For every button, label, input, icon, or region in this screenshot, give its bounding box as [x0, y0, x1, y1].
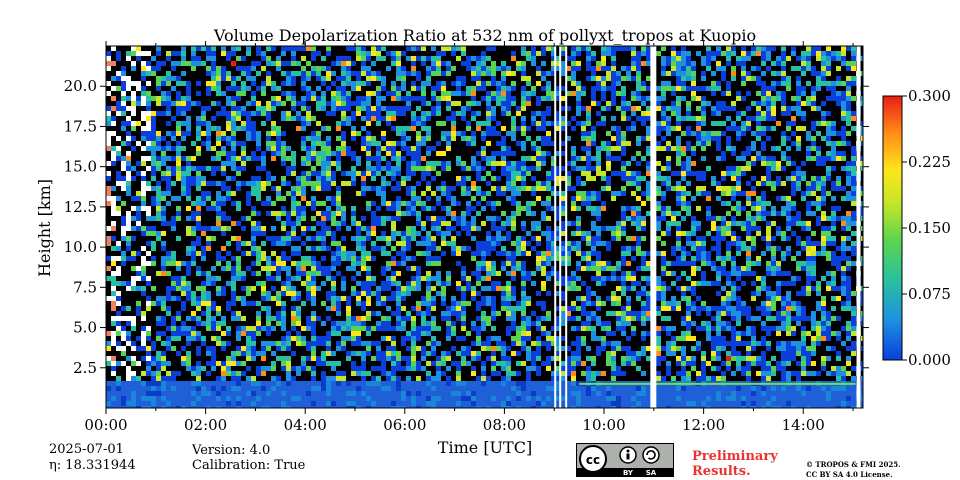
data-gap	[565, 46, 568, 408]
colorbar-tick-label: 0.075	[908, 285, 951, 303]
cc-license-badge: cc BY SA	[576, 443, 674, 477]
colorbar-tick-label: 0.150	[908, 219, 951, 237]
x-tick-label: 14:00	[782, 416, 825, 434]
x-tick-label: 10:00	[582, 416, 625, 434]
y-tick-label: 20.0	[64, 77, 97, 95]
x-axis: 00:00 02:00 04:00 06:00 08:00 10:00 12:00 14:00	[84, 41, 854, 434]
eta-label: η: 18.331944	[49, 458, 136, 473]
y-tick-label: 10.0	[64, 238, 97, 256]
y-tick-label: 17.5	[64, 117, 97, 135]
y-axis: 2.5 5.0 7.5 10.0 12.5 15.0 17.5 20.0	[64, 77, 869, 377]
colorbar-tick-label: 0.300	[908, 87, 951, 105]
cc-sa-label: SA	[646, 469, 657, 477]
data-gap	[559, 46, 562, 408]
preliminary-notice: Preliminary Results.	[692, 449, 778, 479]
plot-frame	[105, 45, 864, 409]
copyright-line1: © TROPOS & FMI 2025.	[806, 460, 901, 469]
data-gap	[856, 46, 861, 408]
cc-icon	[579, 445, 607, 473]
date-label: 2025-07-01	[49, 442, 124, 457]
version-label: Version: 4.0	[192, 443, 271, 458]
colorbar	[882, 95, 903, 361]
x-tick-label: 06:00	[383, 416, 426, 434]
x-tick-label: 12:00	[682, 416, 725, 434]
y-tick-label: 2.5	[73, 359, 97, 377]
data-gap	[554, 46, 557, 408]
x-tick-label: 08:00	[483, 416, 526, 434]
heatmap-area	[106, 46, 863, 408]
x-axis-label: Time [UTC]	[438, 438, 532, 457]
chart-title: Volume Depolarization Ratio at 532 nm of…	[213, 26, 756, 45]
preliminary-line1: Preliminary	[692, 449, 778, 464]
colorbar-ticks: 0.000 0.075 0.150 0.225 0.300	[902, 87, 951, 369]
preliminary-line2: Results.	[692, 464, 751, 479]
y-tick-label: 12.5	[64, 198, 97, 216]
colorbar-tick-label: 0.000	[908, 351, 951, 369]
copyright-notice: © TROPOS & FMI 2025. CC BY SA 4.0 Licens…	[806, 460, 901, 480]
data-gap	[650, 46, 657, 408]
sa-icon	[642, 446, 660, 464]
y-tick-label: 7.5	[73, 278, 97, 296]
y-axis-label: Height [km]	[35, 179, 54, 277]
x-tick-label: 00:00	[84, 416, 127, 434]
copyright-line2: CC BY SA 4.0 License.	[806, 470, 893, 479]
calibration-label: Calibration: True	[192, 458, 306, 473]
colorbar-tick-label: 0.225	[908, 153, 951, 171]
cc-by-label: BY	[623, 469, 634, 477]
y-tick-label: 5.0	[73, 319, 97, 337]
x-tick-label: 02:00	[184, 416, 227, 434]
y-tick-label: 15.0	[64, 158, 97, 176]
x-tick-label: 04:00	[284, 416, 327, 434]
